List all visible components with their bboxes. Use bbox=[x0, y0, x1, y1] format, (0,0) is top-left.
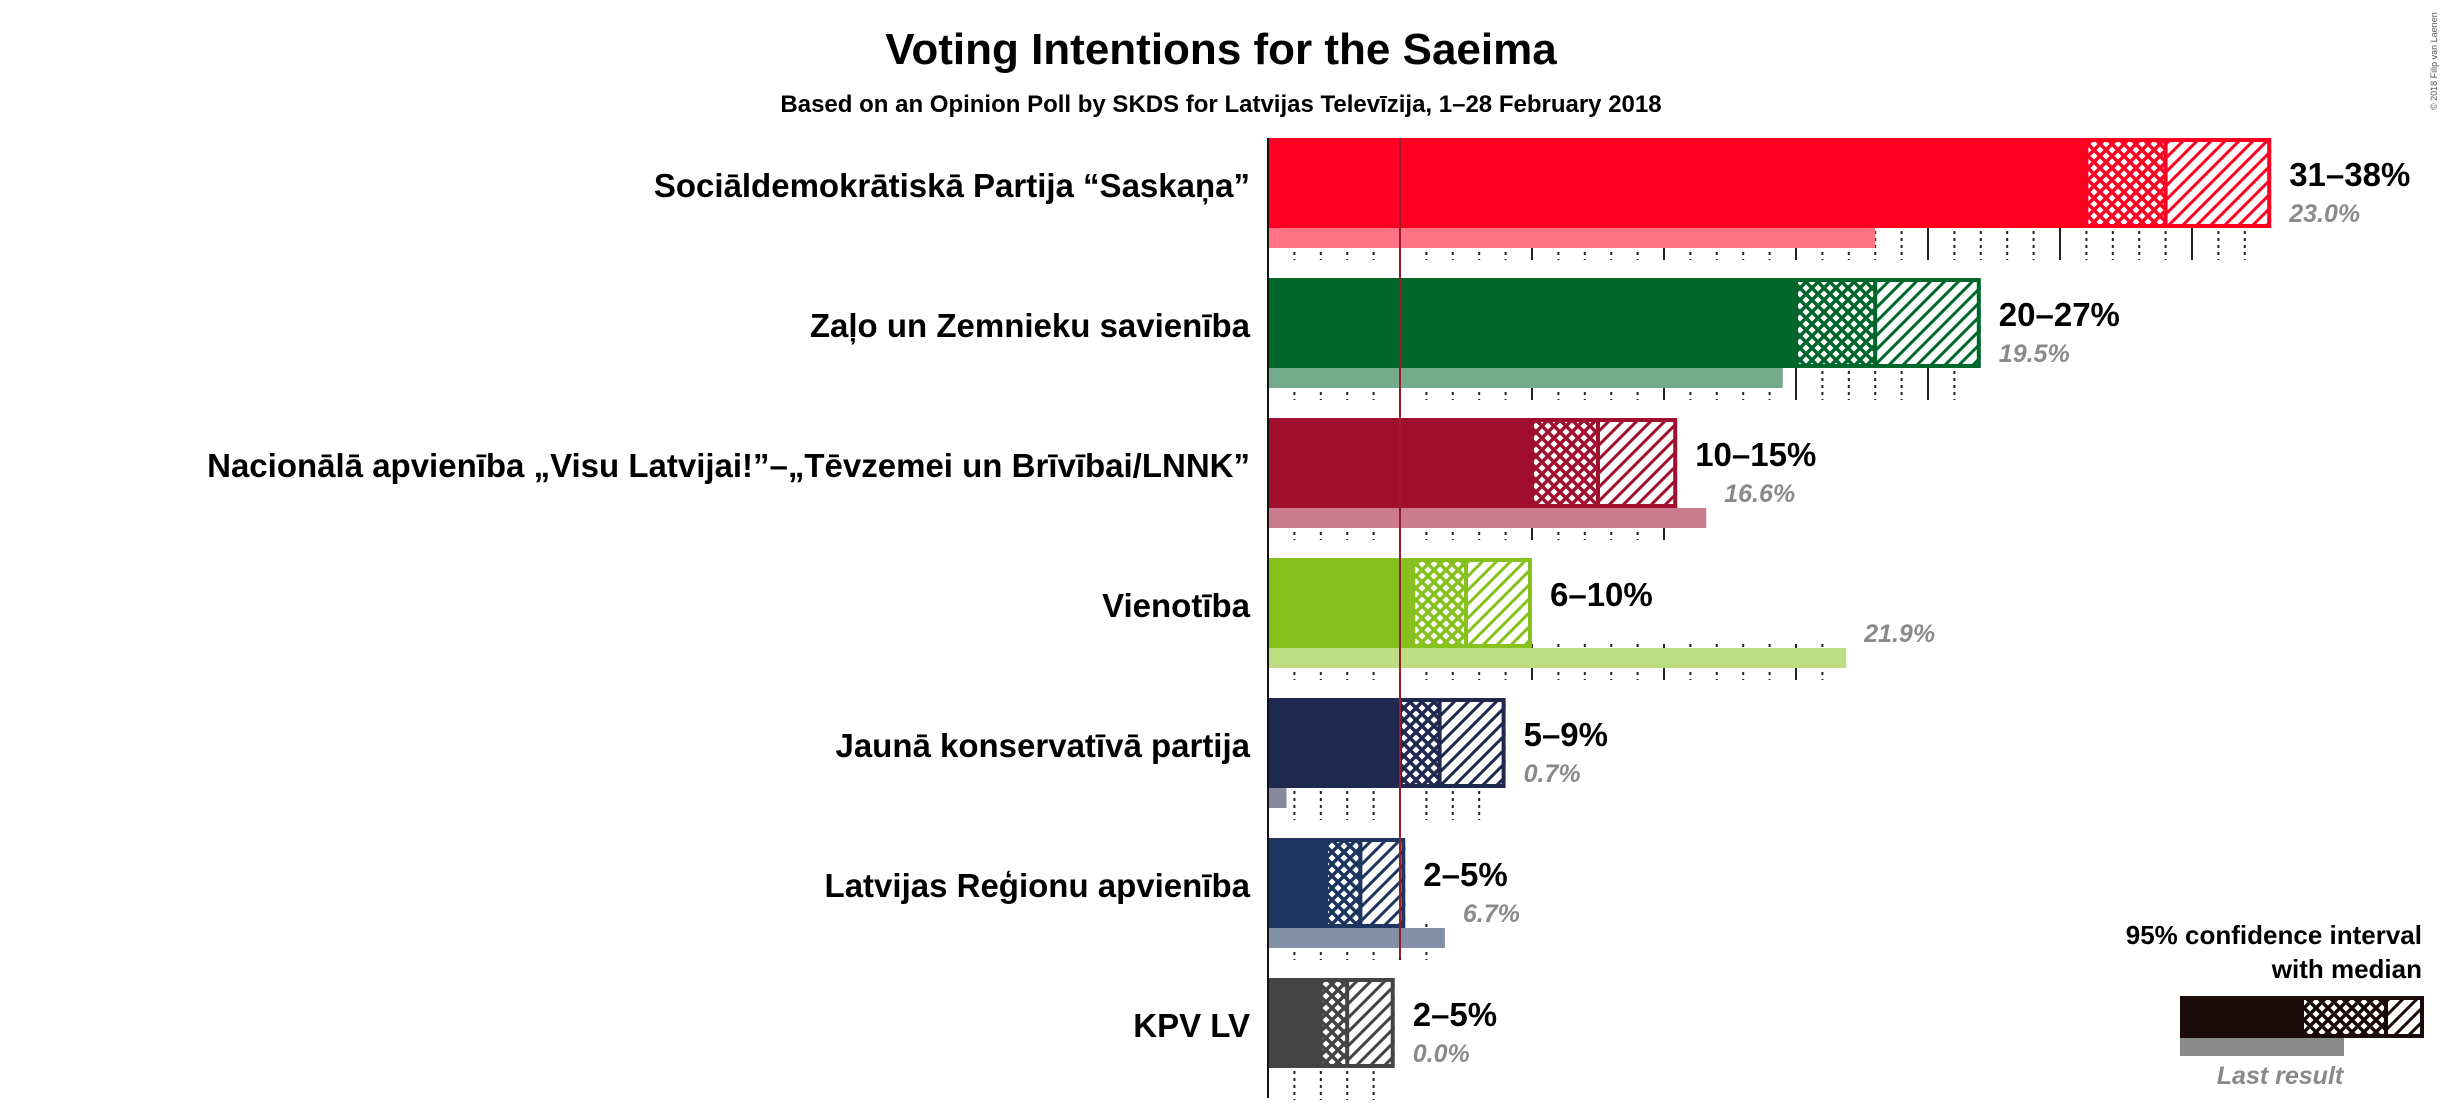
bar-ci-upper bbox=[1466, 558, 1532, 648]
range-label: 5–9% bbox=[1524, 716, 1608, 753]
bars-group: Sociāldemokrātiskā Partija “Saskaņa” 31–3… bbox=[207, 138, 2410, 1100]
range-label: 2–5% bbox=[1413, 996, 1497, 1033]
bar-solid bbox=[1268, 278, 1796, 368]
range-label: 2–5% bbox=[1423, 856, 1507, 893]
party-name: Vienotība bbox=[1102, 587, 1251, 624]
last-result-bar bbox=[1268, 368, 1783, 388]
legend-last-result-label: Last result bbox=[2217, 1062, 2345, 1090]
bar-ci-upper bbox=[1360, 838, 1406, 928]
bar-ci-outline bbox=[2084, 138, 2272, 228]
bar-solid bbox=[1268, 558, 1414, 648]
bar-ci-upper bbox=[1875, 278, 1981, 368]
bar-solid bbox=[1268, 978, 1321, 1068]
last-result-label: 6.7% bbox=[1463, 900, 1520, 928]
bar-ci-lower bbox=[1796, 278, 1876, 368]
party-name: Jaunā konservatīvā partija bbox=[835, 727, 1250, 764]
legend-ci-outline bbox=[2300, 996, 2424, 1038]
last-result-bar bbox=[1268, 228, 1876, 248]
chart-subtitle: Based on an Opinion Poll by SKDS for Lat… bbox=[780, 91, 1661, 118]
legend-bar-ci-upper bbox=[2386, 996, 2424, 1038]
legend-bar-ci-lower bbox=[2302, 996, 2386, 1038]
range-label: 6–10% bbox=[1550, 576, 1653, 613]
bar-ci-lower bbox=[1320, 978, 1348, 1068]
bar-ci-lower bbox=[1326, 838, 1361, 928]
bar-ci-outline bbox=[1411, 558, 1532, 648]
bar-ci-lower bbox=[1400, 698, 1440, 788]
chart-title: Voting Intentions for the Saeima bbox=[885, 25, 1557, 74]
bar-solid bbox=[1268, 138, 2087, 228]
copyright-text: © 2018 Filip van Laenen bbox=[2429, 12, 2439, 110]
bar-ci-upper bbox=[2165, 138, 2272, 228]
range-label: 20–27% bbox=[1999, 296, 2120, 333]
range-label: 31–38% bbox=[2289, 156, 2410, 193]
last-result-label: 16.6% bbox=[1724, 480, 1795, 508]
last-result-label: 19.5% bbox=[1999, 340, 2070, 368]
legend-bar-solid bbox=[2180, 996, 2302, 1038]
bar-ci-lower bbox=[1413, 558, 1466, 648]
bar-ci-outline bbox=[1794, 278, 1981, 368]
bar-solid bbox=[1268, 838, 1327, 928]
bar-ci-upper bbox=[1439, 698, 1506, 788]
legend-subtitle: with median bbox=[2271, 954, 2422, 984]
range-label: 10–15% bbox=[1695, 436, 1816, 473]
last-result-bar bbox=[1268, 788, 1287, 808]
bar-ci-outline bbox=[1324, 838, 1406, 928]
legend-last-result-bar bbox=[2180, 1038, 2344, 1056]
last-result-label: 23.0% bbox=[2288, 200, 2360, 228]
legend: 95% confidence interval with median Last r… bbox=[2126, 920, 2424, 1090]
bar-ci-lower bbox=[1532, 418, 1598, 508]
party-name: Latvijas Reģionu apvienība bbox=[825, 867, 1251, 904]
bar-ci-upper bbox=[1598, 418, 1678, 508]
bar-ci-upper bbox=[1347, 978, 1395, 1068]
bar-ci-outline bbox=[1530, 418, 1678, 508]
last-result-label: 21.9% bbox=[1863, 620, 1935, 648]
party-name: Sociāldemokrātiskā Partija “Saskaņa” bbox=[654, 167, 1250, 204]
last-result-bar bbox=[1268, 928, 1445, 948]
last-result-bar bbox=[1268, 508, 1707, 528]
party-name: Zaļo un Zemnieku savienība bbox=[810, 307, 1251, 344]
legend-title: 95% confidence interval bbox=[2126, 920, 2422, 950]
bar-solid bbox=[1268, 698, 1400, 788]
party-name: Nacionālā apvienība „Visu Latvijai!”–„Tē… bbox=[207, 447, 1250, 484]
last-result-label: 0.0% bbox=[1413, 1040, 1470, 1068]
last-result-label: 0.7% bbox=[1524, 760, 1581, 788]
party-name: KPV LV bbox=[1133, 1007, 1250, 1044]
bar-ci-outline bbox=[1318, 978, 1395, 1068]
last-result-bar bbox=[1268, 648, 1847, 668]
bar-ci-lower bbox=[2086, 138, 2166, 228]
